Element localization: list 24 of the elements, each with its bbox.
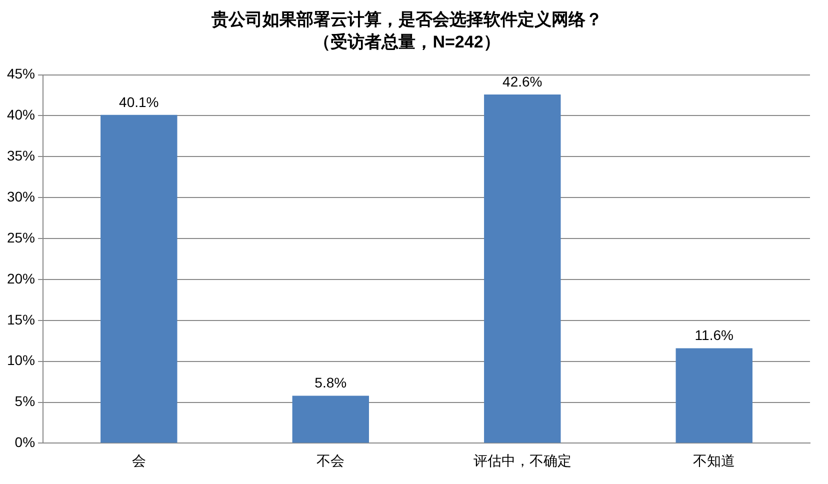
y-tick-label: 20% <box>6 270 36 286</box>
data-label: 5.8% <box>314 374 347 391</box>
y-tick-label: 45% <box>6 66 36 82</box>
y-tick-label: 30% <box>6 188 36 204</box>
chart-title: 贵公司如果部署云计算，是否会选择软件定义网络？ <box>210 10 602 29</box>
bar <box>484 94 561 443</box>
x-tick-label: 评估中，不确定 <box>473 452 572 468</box>
bar <box>100 114 178 443</box>
x-tick-label: 会 <box>132 452 146 468</box>
data-label: 11.6% <box>694 327 734 344</box>
y-tick-label: 10% <box>6 352 36 368</box>
data-label: 40.1% <box>119 94 159 110</box>
y-tick-label: 25% <box>6 229 36 246</box>
x-tick-label: 不知道 <box>693 452 736 468</box>
bar <box>676 348 752 443</box>
y-tick-label: 40% <box>6 106 36 123</box>
y-tick-label: 5% <box>14 393 36 410</box>
data-label: 42.6% <box>502 73 542 90</box>
x-tick-label: 不会 <box>316 452 345 468</box>
bar <box>292 396 369 443</box>
y-tick-label: 0% <box>14 434 36 450</box>
y-tick-label: 15% <box>6 311 36 328</box>
chart-subtitle: （受访者总量，N=242） <box>314 32 500 52</box>
y-tick-label: 35% <box>6 148 36 164</box>
